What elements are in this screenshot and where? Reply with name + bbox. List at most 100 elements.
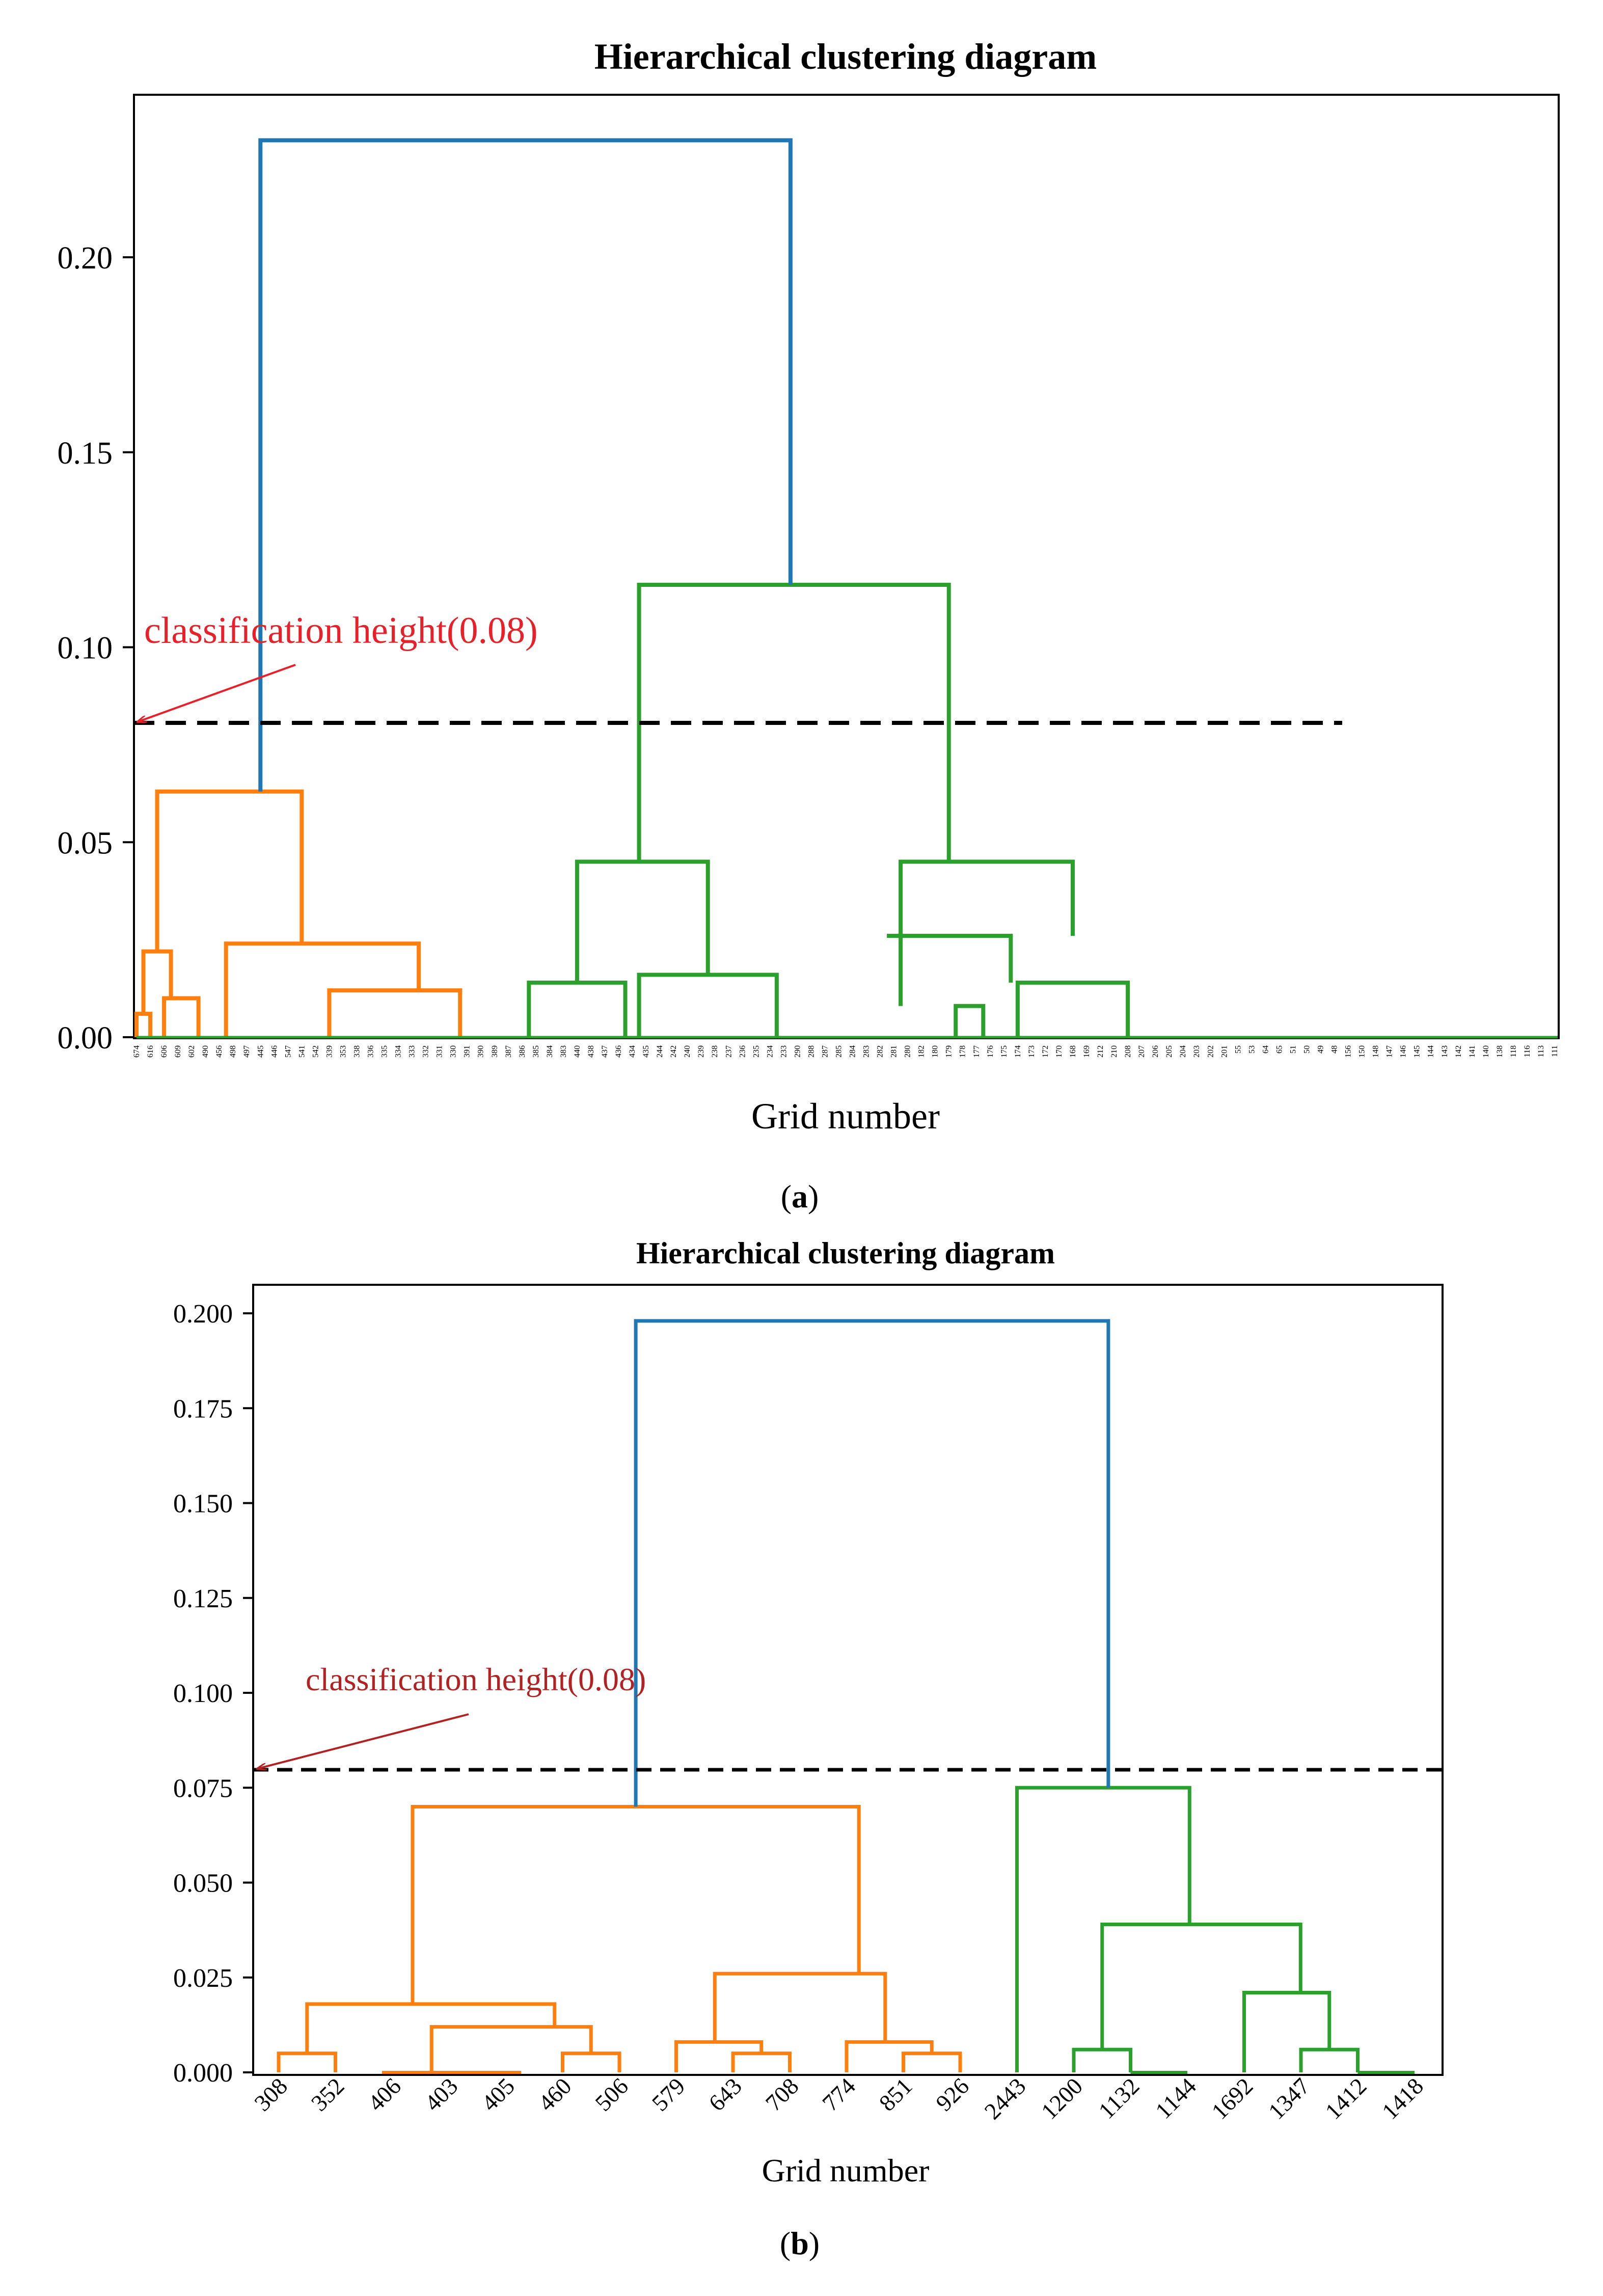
panel-a-leaf-label: 338 (352, 1045, 361, 1058)
panel-a-leaf-label: 169 (1082, 1045, 1091, 1058)
panel-b-leaf-label: 308 (249, 2073, 292, 2116)
panel-a-leaf-label: 542 (311, 1045, 320, 1058)
panel-b-leaf-label: 579 (647, 2073, 690, 2116)
panel-a-leaf-label: 436 (614, 1045, 623, 1058)
panel-a-leaf-label: 284 (849, 1045, 857, 1058)
panel-b-leaf-label: 1412 (1320, 2073, 1371, 2124)
panel-b-caption-letter: b (791, 2225, 809, 2261)
panel-b-leaf-label: 506 (590, 2073, 633, 2116)
panel-a-leaf-label: 207 (1137, 1045, 1146, 1058)
panel-a-leaf-label: 111 (1551, 1045, 1559, 1057)
panel-b-leaf-label: 1132 (1094, 2073, 1145, 2124)
panel-a-leaf-label: 336 (366, 1045, 375, 1058)
panel-a-leaf-label: 118 (1509, 1045, 1518, 1057)
panel-b-dendrogram-link (731, 2051, 792, 2072)
panel-a-leaf-label: 236 (738, 1045, 747, 1058)
panel-b-y-tick-label: 0.075 (173, 1774, 233, 1803)
panel-b-dendrogram-link (1072, 2047, 1132, 2072)
panel-a-dendrogram-link (637, 973, 779, 1037)
panel-a-leaf-label: 168 (1069, 1045, 1077, 1058)
panel-a-leaf-label: 179 (945, 1045, 954, 1058)
panel-a-dendrogram-link (155, 789, 304, 952)
panel-b-leaf-label: 1347 (1263, 2073, 1315, 2124)
panel-a-leaf-label: 435 (642, 1045, 650, 1058)
panel-b-leaf-label: 2443 (979, 2073, 1030, 2124)
panel-a-leaf-label: 383 (559, 1045, 568, 1058)
panel-a-leaf-label: 288 (807, 1045, 816, 1058)
panel-a-leaf-label: 242 (669, 1045, 678, 1058)
panel-a-dendrogram-link (954, 1004, 986, 1037)
panel-a-leaf-label: 64 (1261, 1045, 1270, 1054)
panel-b-x-axis-label: Grid number (762, 2152, 930, 2189)
panel-a-dendrogram-link (527, 980, 628, 1037)
panel-a-leaf-label: 145 (1413, 1045, 1422, 1058)
panel-a-dendrogram-link (1015, 980, 1130, 1037)
panel-b-leaf-label: 774 (817, 2073, 860, 2116)
panel-b-plot-frame (252, 1284, 1444, 2076)
panel-a-y-tick-label: 0.20 (58, 241, 113, 276)
panel-a-leaf-label: 150 (1358, 1045, 1367, 1058)
panel-a-leaf-label: 51 (1289, 1045, 1297, 1054)
panel-a-leaf-label: 440 (573, 1045, 582, 1058)
panel-a-x-axis-label: Grid number (751, 1096, 940, 1137)
panel-a-dendrogram-link (637, 583, 951, 862)
panel-b-y-tick-label: 0.050 (173, 1869, 233, 1898)
panel-a-dendrogram-link (134, 1012, 153, 1037)
panel-a-leaf-label: 609 (174, 1045, 182, 1058)
panel-a-leaf-label: 146 (1399, 1045, 1408, 1058)
panel-a-leaf-label: 174 (1014, 1045, 1022, 1058)
panel-a-chart: Hierarchical clustering diagram 0.00 0.05… (58, 36, 1560, 1214)
panel-a-leaf-label: 384 (546, 1045, 554, 1058)
panel-a-dendrogram-link (258, 138, 793, 792)
panel-b-y-axis: 0.000 0.025 0.050 0.075 0.100 0.125 0.150 0.175… (173, 1300, 253, 2088)
panel-b-leaf-label: 643 (703, 2073, 747, 2116)
panel-b-leaf-label: 1692 (1206, 2073, 1258, 2124)
panel-a-annotation-arrow (138, 664, 296, 722)
panel-a-leaf-label: 547 (284, 1045, 292, 1058)
panel-a-leaf-label: 606 (160, 1045, 169, 1058)
panel-a-leaf-label: 177 (972, 1045, 981, 1058)
panel-a-leaf-label: 674 (132, 1045, 141, 1058)
panel-a-leaf-label: 281 (890, 1045, 899, 1058)
panel-a-leaf-label: 498 (229, 1045, 237, 1058)
panel-b-dendrogram-link (277, 2051, 337, 2072)
panel-a-y-tick-label: 0.05 (58, 826, 113, 860)
panel-b-dendrogram-link (674, 2040, 764, 2072)
panel-a-leaf-label: 602 (187, 1045, 196, 1058)
panel-a-leaf-label: 172 (1041, 1045, 1050, 1058)
panel-a-leaf-label: 233 (779, 1045, 788, 1058)
panel-b-annotation-arrow (257, 1713, 469, 1769)
panel-a-leaf-label: 210 (1110, 1045, 1119, 1058)
panel-a-dendrogram-link (224, 941, 421, 1037)
panel-a-leaf-label: 48 (1330, 1045, 1339, 1054)
panel-a-dendrogram-links (134, 138, 1558, 1039)
panel-b-dendrogram-link (902, 2051, 962, 2072)
panel-a-leaf-label: 434 (628, 1045, 637, 1058)
panel-a-leaf-label: 333 (408, 1045, 417, 1058)
panel-a-leaf-label: 147 (1385, 1045, 1394, 1058)
panel-a-leaf-label: 55 (1234, 1045, 1242, 1054)
panel-b-dendrogram-link (1299, 2047, 1360, 2072)
panel-b-leaf-label: 851 (874, 2073, 917, 2116)
panel-b-y-tick-label: 0.025 (173, 1964, 233, 1993)
panel-a-leaf-label: 390 (477, 1045, 485, 1058)
panel-a-leaf-label: 330 (449, 1045, 458, 1058)
panel-a-leaf-label: 237 (724, 1045, 733, 1058)
panel-a-leaf-labels: 674 616 606 609 602 490 456 498 497 445 446 547 541 5… (132, 1045, 1559, 1058)
panel-a-leaf-label: 141 (1468, 1045, 1477, 1058)
panel-b-dendrogram-link (1100, 1922, 1302, 2050)
panel-a-leaf-label: 50 (1302, 1045, 1311, 1054)
panel-a-leaf-label: 287 (821, 1045, 829, 1058)
panel-a-leaf-label: 173 (1027, 1045, 1036, 1058)
panel-a-leaf-label: 239 (697, 1045, 705, 1058)
panel-a-leaf-label: 204 (1179, 1045, 1187, 1058)
panel-a-leaf-label: 65 (1275, 1045, 1284, 1054)
panel-b-dendrogram-link (1242, 1991, 1332, 2072)
panel-b-leaf-labels: 308 352 406 403 405 460 506 579 643 708 774 851 926 2… (249, 2073, 1428, 2124)
panel-a-leaf-label: 335 (381, 1045, 389, 1058)
panel-a-leaf-label: 391 (463, 1045, 472, 1058)
panel-a-y-tick-label: 0.10 (58, 631, 113, 666)
panel-b-leaf-label: 926 (931, 2073, 974, 2116)
panel-b-caption: (b) (780, 2225, 820, 2261)
